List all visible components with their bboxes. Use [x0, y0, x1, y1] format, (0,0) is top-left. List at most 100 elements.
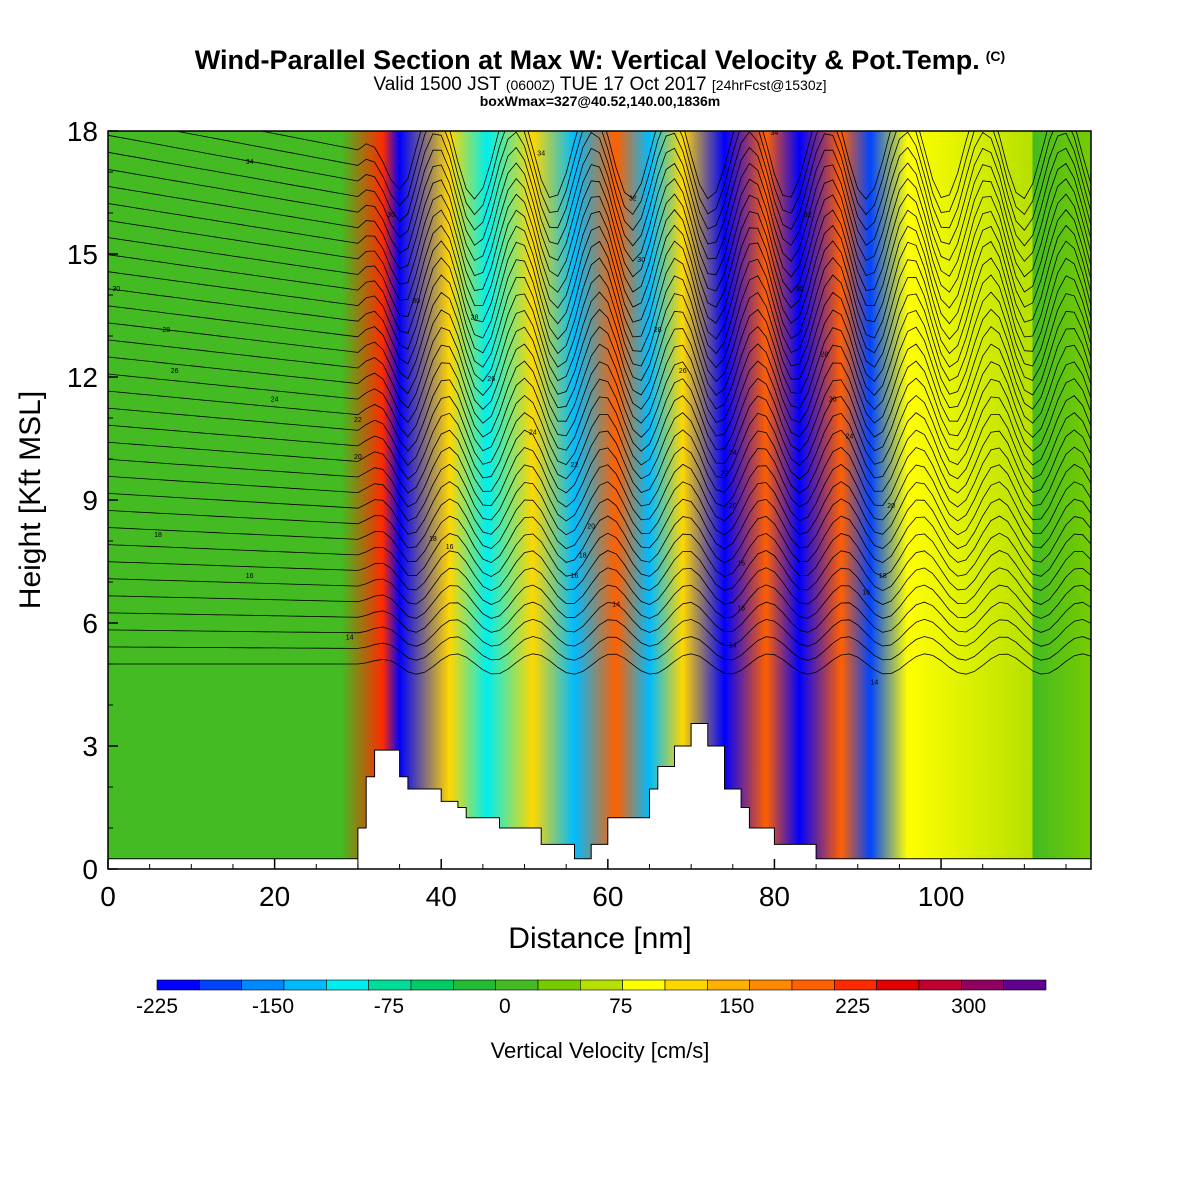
isentrope-lines: [108, 131, 1091, 675]
valid-prefix: Valid 1500 JST: [373, 74, 501, 95]
colorbar-swatch: [1003, 979, 1047, 991]
isentrope-line: [108, 177, 1091, 278]
isentrope-line: [108, 326, 1091, 410]
velocity-bands: [108, 131, 1091, 869]
colorbar-label: Vertical Velocity [cm/s]: [491, 1038, 710, 1063]
isentrope-label: 34: [771, 130, 779, 137]
isentrope-label: 16: [246, 573, 254, 580]
colorbar-swatch: [876, 979, 920, 991]
colorbar-tick-label: 300: [951, 995, 986, 1018]
forecast-info: [24hrFcst@1530z]: [711, 77, 827, 93]
colorbar-tick-label: 0: [499, 995, 511, 1018]
y-axis: 0 3 6 9 12 15 18: [67, 116, 118, 885]
x-tick-label: 20: [259, 881, 290, 912]
y-tick-label: 15: [67, 239, 98, 270]
x-tick-label: 60: [592, 881, 623, 912]
colorbar-swatch: [749, 979, 793, 991]
isentrope-label: 26: [679, 368, 687, 375]
isentrope-label: 22: [571, 462, 579, 469]
isentrope-label: 30: [796, 286, 804, 293]
colorbar-swatch: [495, 979, 539, 991]
colorbar-tick-label: -150: [252, 995, 294, 1018]
isentrope-label: 28: [654, 327, 662, 334]
isentrope-line: [108, 429, 1091, 494]
valid-zulu: (0600Z): [505, 77, 555, 93]
colorbar-swatch: [453, 979, 496, 991]
isentrope-label: 22: [721, 470, 729, 477]
isentrope-label: 18: [154, 532, 162, 539]
isentrope-label: 24: [271, 397, 279, 404]
terrain-profile: [108, 723, 1091, 869]
colorbar-swatch: [199, 979, 242, 991]
isentrope-line: [108, 498, 1091, 550]
colorbar-swatch: [664, 979, 708, 991]
isentrope-line: [108, 308, 1091, 396]
isentrope-label: 16: [446, 544, 454, 551]
valid-time-line: Valid 1500 JST (0600Z) TUE 17 Oct 2017 […: [0, 74, 1200, 95]
isentrope-line: [108, 584, 1091, 619]
isentrope-label: 18: [879, 573, 887, 580]
isentrope-label: 28: [821, 352, 829, 359]
colorbar-swatch: [283, 979, 327, 991]
isentrope-label: 14: [729, 643, 737, 650]
isentrope-line: [173, 131, 1091, 216]
isentrope-label: 16: [737, 606, 745, 613]
x-tick-label: 100: [918, 881, 965, 912]
isentrope-label: 20: [887, 503, 895, 510]
colorbar-swatch: [326, 979, 369, 991]
isentrope-line: [258, 131, 1091, 200]
isentrope-line: [108, 394, 1091, 466]
y-tick-label: 3: [82, 731, 98, 762]
isentrope-line: [108, 463, 1091, 522]
colorbar-swatch: [580, 979, 623, 991]
colorbar-tick-label: 75: [609, 995, 632, 1018]
colorbar-swatch: [156, 979, 200, 991]
isentrope-label: 24: [846, 434, 854, 441]
isentrope-line: [108, 146, 1091, 247]
colorbar-swatch: [791, 979, 835, 991]
isentrope-line: [108, 377, 1091, 452]
y-tick-label: 6: [82, 608, 98, 639]
isentrope-label: 20: [354, 454, 362, 461]
isentrope-line: [108, 412, 1091, 480]
isentrope-line: [108, 162, 1091, 262]
colorbar-swatch: [707, 979, 750, 991]
y-tick-label: 18: [67, 116, 98, 147]
isentrope-labels: 34 34 34 30 30 30 32 30 32 30 28 26 24 28 28 26 26 28 26 22…: [112, 130, 895, 687]
y-tick-label: 12: [67, 362, 98, 393]
isentrope-line: [108, 653, 1091, 675]
colorbar-swatch: [961, 979, 1004, 991]
isentrope-line: [108, 550, 1091, 592]
isentrope-label: 16: [737, 561, 745, 568]
isentrope-line: [108, 360, 1091, 438]
isentrope-line: [108, 257, 1091, 355]
isentrope-label: 22: [354, 417, 362, 424]
y-tick-label: 0: [82, 854, 98, 885]
chart-title-line: Wind-Parallel Section at Max W: Vertical…: [0, 40, 1200, 76]
isentrope-label: 26: [171, 368, 179, 375]
colorbar-tick-label: -75: [374, 995, 404, 1018]
isentrope-label: 24: [729, 450, 737, 457]
isentrope-label: 18: [429, 536, 437, 543]
isentrope-line: [108, 240, 1091, 340]
isentrope-label: 14: [871, 680, 879, 687]
box-wmax-info: boxWmax=327@40.52,140.00,1836m: [479, 93, 721, 109]
isentrope-line: [108, 446, 1091, 508]
x-tick-label: 40: [426, 881, 457, 912]
isentrope-label: 30: [412, 298, 420, 305]
colorbar-tick-label: -225: [136, 995, 178, 1018]
isentrope-line: [108, 601, 1091, 633]
colorbar-swatch: [834, 979, 877, 991]
colorbar-swatch: [368, 979, 412, 991]
isentrope-label: 30: [112, 286, 120, 293]
colorbar-tick-label: 150: [719, 995, 754, 1018]
colorbar: -225 -150 -75 0 75 150 225 300: [136, 979, 1047, 1018]
colorbar-tick-label: 225: [835, 995, 870, 1018]
isentrope-label: 30: [637, 257, 645, 264]
title-block: Wind-Parallel Section at Max W: Vertical…: [0, 40, 1200, 108]
isentrope-label: 14: [612, 602, 620, 609]
isentrope-line: [108, 193, 1091, 294]
isentrope-label: 34: [246, 159, 254, 166]
chart-title: Wind-Parallel Section at Max W: Vertical…: [194, 45, 980, 75]
